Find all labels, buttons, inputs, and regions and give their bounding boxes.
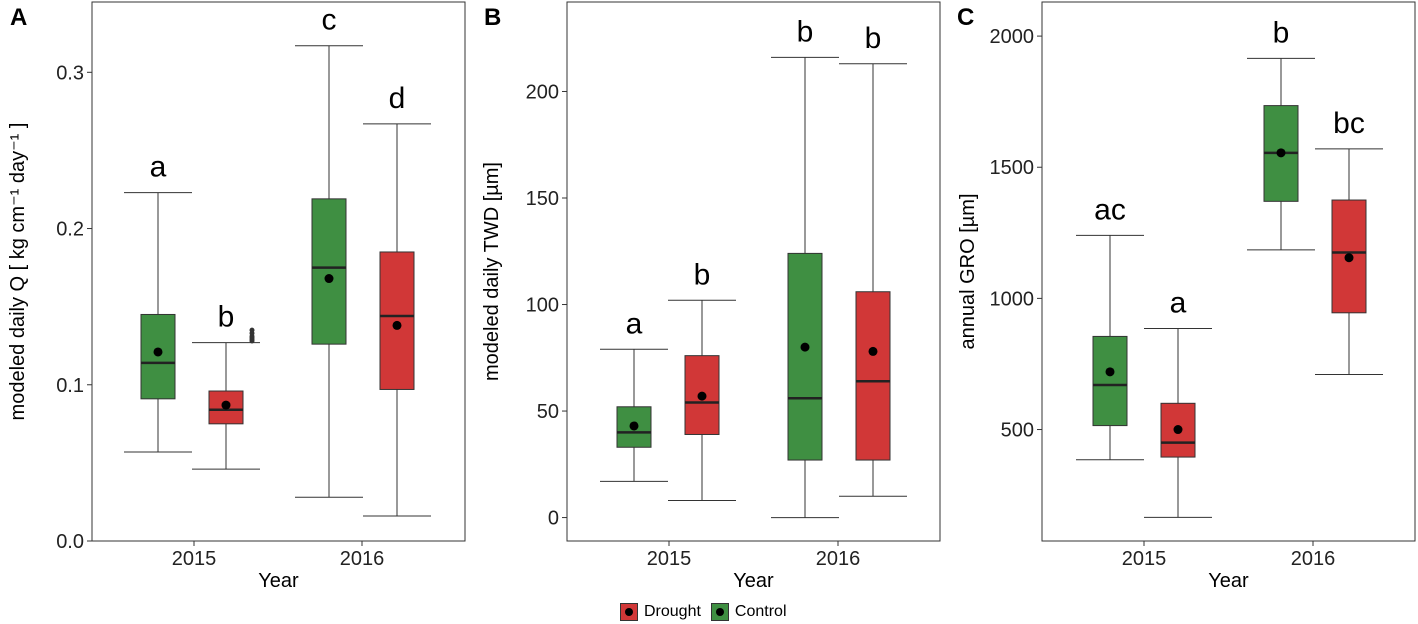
mean-point <box>629 421 639 431</box>
x-axis-label: Year <box>1208 570 1249 592</box>
significance-letter: b <box>865 22 882 55</box>
box-control-2016: b <box>771 15 839 519</box>
y-tick-label: 0.0 <box>56 531 84 553</box>
significance-letter: b <box>694 258 711 291</box>
plot-frame <box>566 1 941 542</box>
box-drought-2016: b <box>839 22 907 497</box>
significance-letter: bc <box>1333 107 1365 140</box>
mean-point <box>1173 425 1183 435</box>
mean-point <box>324 274 334 284</box>
x-tick-label: 2015 <box>1122 548 1167 570</box>
y-tick-label: 2000 <box>990 26 1035 48</box>
y-tick-label: 150 <box>526 188 559 210</box>
mean-dot-icon <box>625 608 633 616</box>
iqr-box <box>787 252 823 461</box>
box-control-2016: b <box>1247 16 1315 251</box>
legend-item-drought: Drought <box>620 603 701 621</box>
x-axis-label: Year <box>733 570 774 592</box>
y-tick-label: 1000 <box>990 288 1035 310</box>
plot-frame <box>1041 1 1416 542</box>
significance-letter: a <box>1170 287 1187 320</box>
significance-letter: ac <box>1094 193 1126 226</box>
iqr-box <box>311 198 347 345</box>
significance-letter: c <box>322 4 337 37</box>
box-control-2016: c <box>295 4 363 498</box>
mean-point <box>800 342 810 352</box>
y-tick-label: 200 <box>526 81 559 103</box>
box-control-2015: a <box>124 151 192 453</box>
mean-point <box>153 347 163 357</box>
mean-point <box>1344 253 1354 263</box>
significance-letter: b <box>797 15 814 48</box>
drought-legend-key <box>620 603 638 621</box>
iqr-box <box>379 251 415 390</box>
iqr-box <box>1092 335 1128 427</box>
box-control-2015: a <box>600 307 668 482</box>
y-axis-label: modeled daily TWD [µm] <box>481 162 503 381</box>
panel-label: C <box>957 4 974 31</box>
mean-point <box>1105 367 1115 377</box>
x-tick-label: 2016 <box>340 548 385 570</box>
plot-frame <box>91 1 466 542</box>
iqr-box <box>855 291 891 461</box>
legend-item-control: Control <box>710 603 787 621</box>
panel-label: A <box>10 4 27 31</box>
x-tick-label: 2015 <box>647 548 692 570</box>
box-drought-2015: a <box>1144 287 1212 518</box>
y-tick-label: 1500 <box>990 157 1035 179</box>
outlier-point <box>249 327 255 333</box>
panel-c: C 500 1000 1500 2000 annual GRO [µm] 2015 2016 Y… <box>957 1 1416 592</box>
legend-label-drought: Drought <box>644 603 701 620</box>
x-axis-label: Year <box>258 570 299 592</box>
significance-letter: a <box>626 307 643 340</box>
mean-point <box>221 400 231 410</box>
box-drought-2015: b <box>192 301 260 470</box>
mean-point <box>697 391 707 401</box>
y-tick-label: 0 <box>548 508 559 530</box>
box-drought-2016: bc <box>1315 107 1383 375</box>
x-tick-label: 2016 <box>816 548 861 570</box>
x-tick-label: 2015 <box>172 548 217 570</box>
box-drought-2015: b <box>668 258 736 502</box>
panel-b: B 0 50 100 150 200 modeled daily TWD [µm] 2015 2… <box>481 1 941 592</box>
mean-point <box>868 346 878 356</box>
mean-point <box>1276 148 1286 158</box>
mean-point <box>392 320 402 330</box>
x-tick-label: 2016 <box>1291 548 1336 570</box>
mean-dot-icon <box>715 608 724 616</box>
significance-letter: b <box>218 301 235 334</box>
y-tick-label: 50 <box>537 401 559 423</box>
box-drought-2016: d <box>363 82 431 517</box>
y-tick-label: 500 <box>1001 420 1034 442</box>
significance-letter: b <box>1273 16 1290 49</box>
panel-a: A 0.0 0.1 0.2 0.3 modeled daily Q [ kg cm⁻¹ d… <box>7 1 466 592</box>
panel-label: B <box>484 4 501 31</box>
significance-letter: a <box>150 151 167 184</box>
significance-letter: d <box>389 82 406 115</box>
y-tick-label: 0.1 <box>56 375 84 397</box>
iqr-box <box>140 313 176 400</box>
y-axis-label: annual GRO [µm] <box>957 193 979 349</box>
legend: Drought Control <box>620 600 787 624</box>
y-tick-label: 0.3 <box>56 62 84 84</box>
legend-label-control: Control <box>734 603 787 620</box>
box-control-2015: ac <box>1076 193 1144 461</box>
y-tick-label: 0.2 <box>56 219 84 241</box>
control-legend-key <box>710 603 729 621</box>
y-tick-label: 100 <box>526 295 559 317</box>
y-axis-label: modeled daily Q [ kg cm⁻¹ day⁻¹ ] <box>7 123 29 421</box>
